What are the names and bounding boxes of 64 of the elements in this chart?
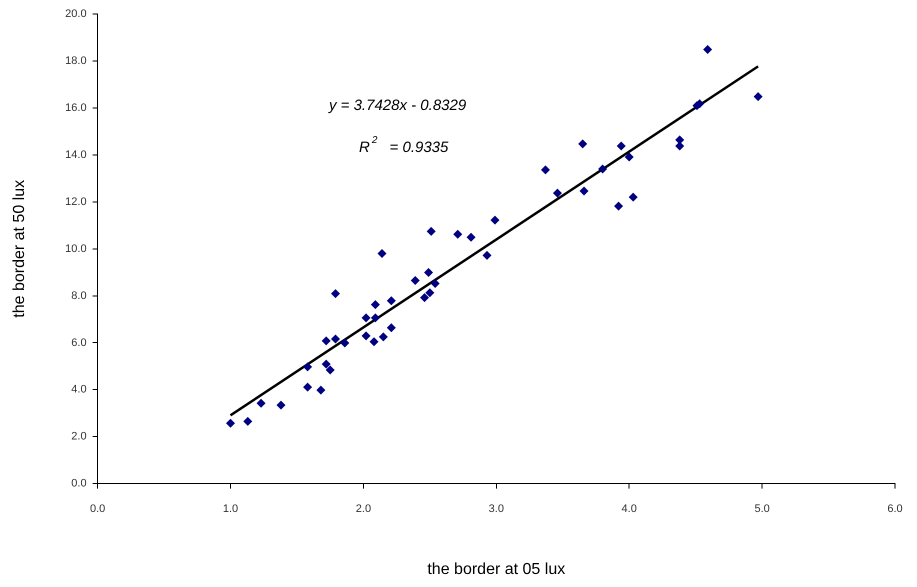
x-tick-label: 6.0	[887, 503, 903, 516]
point	[362, 331, 371, 340]
point	[243, 416, 252, 426]
point	[430, 279, 440, 288]
point	[598, 164, 608, 174]
point	[370, 313, 380, 322]
point	[614, 202, 624, 211]
y-tick-label: 18.0	[65, 54, 87, 67]
point	[326, 365, 335, 374]
x-axis-title: the border at 05 lux	[427, 560, 566, 578]
y-tick-label: 10.0	[65, 242, 87, 255]
point	[322, 360, 331, 369]
point	[420, 293, 430, 302]
point	[362, 313, 371, 322]
point	[256, 398, 266, 408]
point	[410, 276, 420, 285]
x-tick-label: 5.0	[754, 503, 770, 516]
point	[331, 334, 340, 344]
x-tick-label: 1.0	[222, 503, 238, 516]
point	[578, 139, 588, 148]
point	[580, 186, 589, 196]
point	[754, 92, 763, 102]
point	[490, 216, 500, 225]
point	[378, 332, 388, 342]
y-tick-label: 4.0	[71, 384, 87, 396]
y-tick-label: 0.0	[71, 478, 87, 490]
point	[426, 226, 436, 236]
point	[453, 230, 462, 239]
point	[276, 400, 286, 410]
point	[370, 337, 379, 346]
point	[703, 44, 712, 54]
y-tick-label: 16.0	[65, 102, 87, 114]
y-tick-label: 14.0	[65, 148, 87, 161]
point	[386, 296, 396, 306]
point	[303, 382, 312, 392]
x-tick-label: 2.0	[356, 503, 372, 516]
point	[303, 362, 312, 372]
y-tick-label: 6.0	[71, 336, 87, 349]
point	[386, 323, 396, 332]
point	[378, 248, 387, 258]
y-tick-label: 2.0	[71, 430, 87, 443]
point	[540, 165, 550, 174]
y-tick-label: 8.0	[71, 290, 87, 302]
point	[552, 188, 562, 198]
point	[482, 250, 492, 260]
point	[628, 192, 638, 202]
y-tick-label: 20.0	[65, 8, 87, 20]
x-tick-label: 4.0	[622, 503, 637, 516]
point	[226, 418, 236, 428]
x-tick-label: 0.0	[90, 503, 106, 516]
point	[624, 152, 634, 162]
point	[316, 386, 326, 395]
point	[616, 141, 626, 150]
point	[466, 232, 476, 242]
annotation: y = 3.7428x - 0.8329	[328, 97, 467, 114]
y-tick-label: 12.0	[65, 196, 87, 208]
x-tick-label: 3.0	[488, 503, 504, 516]
point	[425, 288, 434, 298]
y-axis-title: the border at 50 lux	[11, 180, 28, 318]
point	[370, 300, 380, 310]
point	[424, 268, 434, 278]
point	[331, 289, 340, 298]
point	[322, 336, 331, 346]
point	[340, 338, 350, 348]
